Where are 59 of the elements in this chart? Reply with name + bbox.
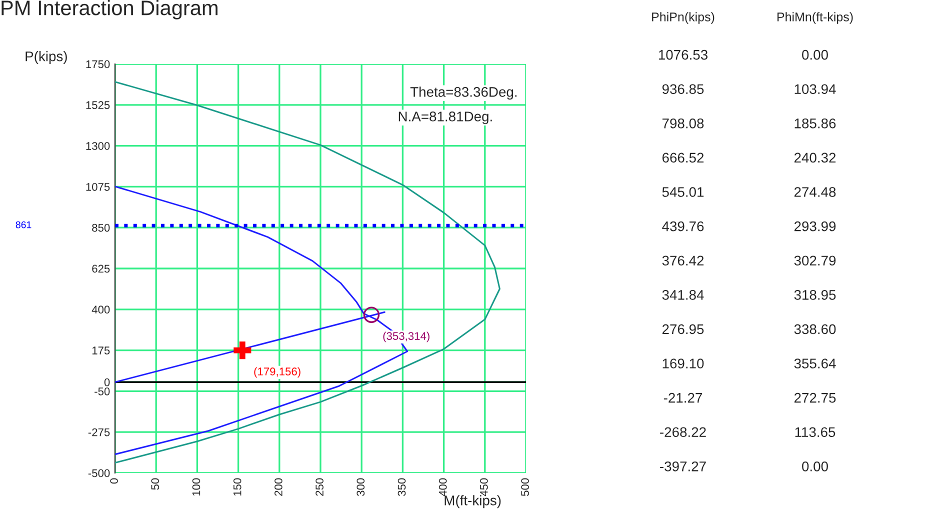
- chart-title: PM Interaction Diagram: [2, 0, 218, 20]
- y-tick-label: 175: [92, 346, 110, 354]
- ref-line-label: 861: [16, 221, 32, 228]
- text: -268.22: [660, 427, 706, 438]
- annotation: N.A=81.81Deg.: [398, 112, 492, 124]
- y-tick-label: 850: [92, 224, 110, 232]
- y-tick-label: -275: [88, 428, 110, 436]
- text: PhiMn(ft-kips): [777, 12, 853, 24]
- x-tick-label: 150: [233, 478, 242, 496]
- annotation: (179,156): [254, 367, 300, 378]
- text: 341.84: [662, 290, 704, 300]
- y-tick-label: 625: [92, 264, 110, 273]
- text: 272.75: [794, 392, 836, 403]
- text: 936.85: [662, 84, 704, 94]
- text: 103.94: [794, 84, 836, 94]
- annotation: Theta=83.36Deg.: [410, 86, 517, 100]
- text: 274.48: [794, 187, 836, 197]
- text: -21.27: [664, 392, 702, 403]
- text: 169.10: [662, 358, 704, 368]
- x-tick-label: 200: [274, 478, 282, 496]
- text: 666.52: [662, 152, 704, 163]
- text: 318.95: [794, 290, 836, 300]
- x-tick-label: 450: [480, 478, 488, 496]
- text: 798.08: [662, 118, 704, 128]
- y-tick-label: 1300: [86, 142, 110, 150]
- y-tick-label: 1750: [86, 60, 110, 68]
- y-tick-label: 1525: [86, 101, 110, 110]
- text: 240.32: [794, 152, 836, 163]
- text: 1076.53: [658, 50, 708, 60]
- text: 355.64: [794, 358, 836, 368]
- y-axis-title: P(kips): [26, 51, 67, 64]
- x-tick-label: 300: [356, 478, 365, 496]
- text: -397.27: [660, 461, 706, 472]
- x-tick-label: 400: [438, 478, 447, 496]
- x-tick-label: 500: [521, 478, 529, 496]
- x-axis-title: M(ft-kips): [444, 495, 501, 508]
- text: 293.99: [794, 221, 836, 232]
- y-tick-label: 400: [92, 306, 110, 314]
- text: 338.60: [794, 324, 836, 334]
- x-tick-label: 250: [316, 478, 324, 496]
- text: 185.86: [794, 118, 836, 128]
- text: 439.76: [662, 221, 704, 232]
- x-tick-label: 350: [398, 478, 406, 496]
- y-tick-label: -50: [94, 387, 110, 396]
- x-tick-label: 100: [192, 478, 200, 496]
- y-tick-label: 0: [104, 378, 110, 386]
- text: 276.95: [662, 324, 704, 334]
- text: 302.79: [794, 256, 836, 266]
- y-tick-label: 1075: [86, 182, 110, 191]
- text: 376.42: [662, 256, 704, 266]
- text: 545.01: [662, 187, 704, 197]
- text: 0.00: [802, 50, 828, 60]
- text: PhiPn(kips): [652, 12, 714, 24]
- annotation: (353,314): [383, 332, 430, 342]
- text: 0.00: [802, 461, 828, 472]
- x-tick-label: 50: [151, 478, 160, 490]
- y-tick-label: -500: [88, 469, 110, 478]
- x-tick-label: 0: [110, 478, 118, 484]
- text: 113.65: [795, 427, 836, 438]
